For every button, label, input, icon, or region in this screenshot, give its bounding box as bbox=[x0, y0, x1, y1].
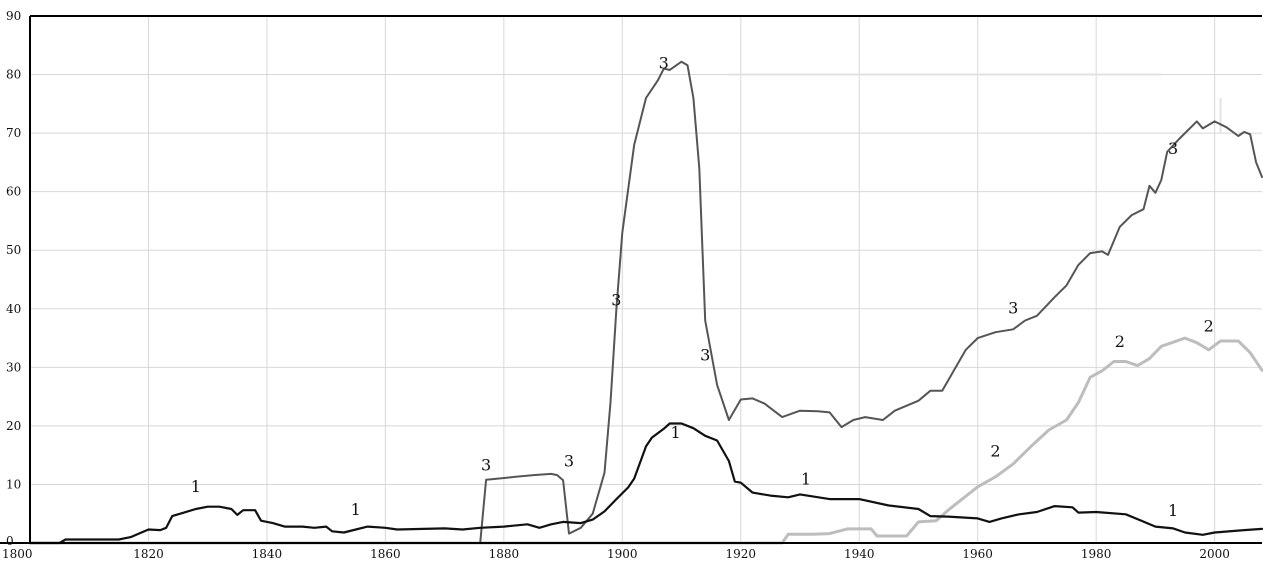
series-line-3 bbox=[29, 60, 1263, 544]
series-label-3: 3 bbox=[659, 54, 669, 73]
y-tick-label: 60 bbox=[6, 185, 21, 199]
x-tick-label: 1960 bbox=[962, 547, 993, 561]
x-tick-label: 1880 bbox=[489, 547, 520, 561]
series-line-2 bbox=[28, 336, 1263, 545]
series-label-3: 3 bbox=[481, 455, 491, 474]
gray-reference-line bbox=[728, 73, 1222, 134]
series-label-2: 2 bbox=[1115, 332, 1125, 351]
series-line-1 bbox=[28, 422, 1263, 545]
x-tick-label: 1800 bbox=[2, 547, 33, 561]
series-lines bbox=[28, 60, 1263, 545]
x-tick-label: 1860 bbox=[370, 547, 401, 561]
x-tick-labels: 1800 1820 1840 1860 1880 1900 1920 1940 1960 1980… bbox=[2, 547, 1230, 561]
x-tick-label: 1940 bbox=[844, 547, 875, 561]
x-tick-label: 1980 bbox=[1081, 547, 1112, 561]
series-label-1: 1 bbox=[351, 500, 361, 519]
series-label-3: 3 bbox=[700, 345, 710, 364]
y-tick-label: 80 bbox=[6, 68, 21, 82]
x-tick-label: 1900 bbox=[607, 547, 638, 561]
y-tick-label: 0 bbox=[6, 534, 14, 548]
series-label-1: 1 bbox=[191, 477, 201, 496]
series-labels: 1 1 1 1 1 2 2 2 3 3 3 3 3 3 3 bbox=[191, 54, 1214, 520]
x-tick-label: 1920 bbox=[725, 547, 756, 561]
y-tick-label: 20 bbox=[6, 419, 21, 433]
y-tick-label: 70 bbox=[6, 126, 21, 140]
series-label-1: 1 bbox=[801, 469, 811, 488]
series-label-3: 3 bbox=[1168, 139, 1178, 158]
grid-lines bbox=[30, 16, 1262, 543]
y-tick-label: 30 bbox=[6, 360, 21, 374]
x-tick-label: 1820 bbox=[133, 547, 164, 561]
series-label-3: 3 bbox=[1008, 298, 1018, 317]
series-label-2: 2 bbox=[990, 441, 1000, 460]
y-tick-label: 10 bbox=[6, 477, 21, 491]
series-label-2: 2 bbox=[1204, 317, 1214, 336]
series-label-1: 1 bbox=[671, 423, 681, 442]
x-tick-label: 2000 bbox=[1199, 547, 1230, 561]
x-tick-label: 1840 bbox=[252, 547, 283, 561]
y-tick-label: 50 bbox=[6, 243, 21, 257]
series-label-3: 3 bbox=[611, 290, 621, 309]
y-tick-labels: 0 10 20 30 40 50 60 70 80 90 bbox=[6, 9, 21, 548]
y-tick-label: 40 bbox=[6, 302, 21, 316]
axes bbox=[0, 15, 1262, 544]
series-label-3: 3 bbox=[564, 451, 574, 470]
y-tick-label: 90 bbox=[6, 9, 21, 23]
series-label-1: 1 bbox=[1168, 501, 1178, 520]
